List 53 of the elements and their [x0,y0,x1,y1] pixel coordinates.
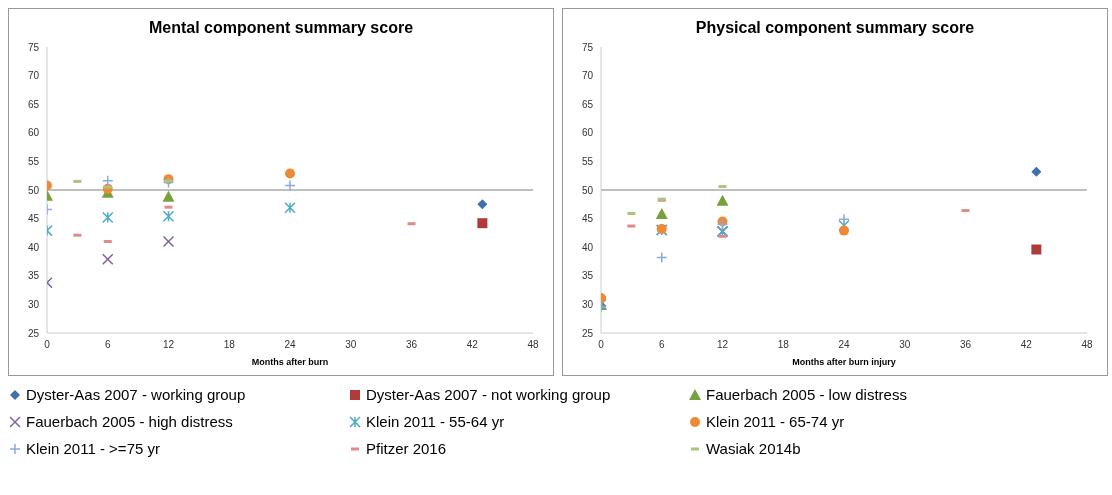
legend-label: Dyster-Aas 2007 - working group [26,386,246,403]
x-tick-label: 36 [959,339,972,351]
y-tick-label: 40 [27,241,40,253]
x-tick-label: 48 [527,339,539,351]
y-tick-label: 25 [581,327,594,339]
x-tick-label: 0 [44,339,51,351]
y-tick-label: 60 [581,127,594,139]
y-tick-label: 25 [27,327,40,339]
y-tick-label: 70 [27,70,40,82]
y-tick-label: 30 [581,298,594,310]
y-tick-label: 75 [581,41,594,53]
y-tick-label: 55 [27,155,40,167]
x-tick-label: 42 [466,339,479,351]
x-tick-label: 18 [223,339,236,351]
x-tick-label: 12 [716,339,729,351]
x-tick-label: 6 [104,339,111,351]
y-tick-label: 50 [27,184,40,196]
y-tick-label: 65 [27,98,40,110]
y-tick-label: 65 [581,98,594,110]
legend-label: Fauerbach 2005 - low distress [706,386,907,403]
x-tick-label: 0 [598,339,605,351]
x-tick-label: 42 [1020,339,1033,351]
legend-label: Klein 2011 - 65-74 yr [706,413,845,430]
chart-title: Physical component summary score [694,19,976,37]
y-tick-label: 75 [27,41,40,53]
chart-title: Mental component summary score [147,19,415,37]
legend-label: Klein 2011 - >=75 yr [26,440,160,457]
y-tick-label: 30 [27,298,40,310]
legend-label: Dyster-Aas 2007 - not working group [366,386,611,403]
x-tick-label: 24 [838,339,850,351]
x-tick-label: 48 [1081,339,1093,351]
x-tick-label: 12 [162,339,175,351]
y-tick-label: 45 [27,213,40,225]
x-tick-label: 30 [899,339,911,351]
y-tick-label: 35 [581,270,594,282]
legend-label: Klein 2011 - 55-64 yr [366,413,505,430]
y-tick-label: 45 [581,213,594,225]
x-axis-title: Months after burn injury [792,357,896,367]
legend-label: Pfitzer 2016 [366,440,447,457]
y-tick-label: 70 [581,70,594,82]
x-tick-label: 24 [284,339,296,351]
y-tick-label: 35 [27,270,40,282]
y-tick-label: 55 [581,155,594,167]
y-tick-label: 50 [581,184,594,196]
x-tick-label: 6 [658,339,665,351]
legend-label: Wasiak 2014b [706,440,801,457]
x-axis-title: Months after burn [251,357,329,367]
x-tick-label: 18 [777,339,790,351]
x-tick-label: 30 [345,339,357,351]
y-tick-label: 60 [27,127,40,139]
legend-label: Fauerbach 2005 - high distress [26,413,233,430]
x-tick-label: 36 [405,339,418,351]
y-tick-label: 40 [581,241,594,253]
